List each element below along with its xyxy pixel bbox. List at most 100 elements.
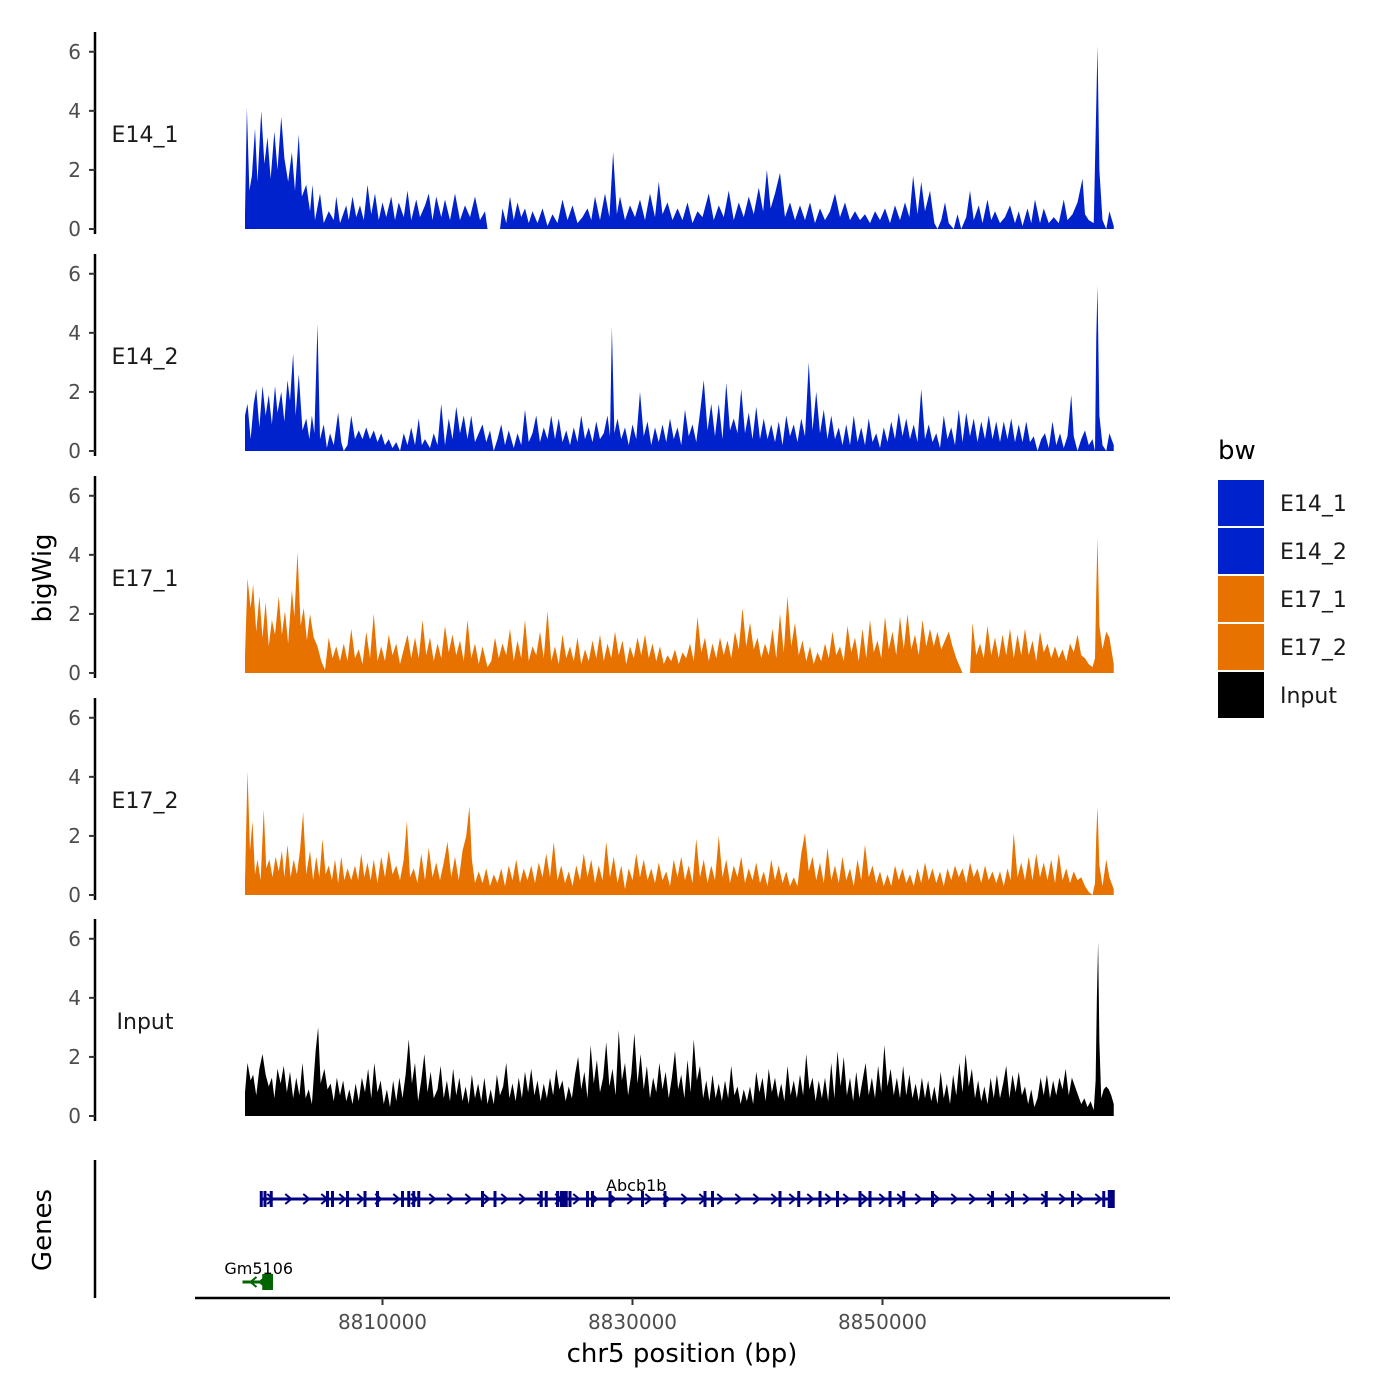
strand-arrow: [914, 1193, 923, 1205]
strand-arrow: [356, 1193, 365, 1205]
x-ticks: 8810000 8830000 8850000: [338, 1298, 927, 1334]
genes-axis-title: Genes: [28, 1189, 58, 1271]
x-axis: 8810000 8830000 8850000 chr5 position (bp): [195, 1296, 1170, 1369]
x-tick-label: 8810000: [338, 1310, 427, 1334]
track-label: E14_1: [112, 123, 179, 148]
strand-arrow: [536, 1193, 545, 1205]
x-tick-label: 8830000: [588, 1310, 677, 1334]
gene-label: Gm5106: [224, 1259, 293, 1278]
exon: [412, 1191, 416, 1207]
track-E17_1: 0 2 4 6 E17_1: [68, 476, 1114, 685]
y-tick-label: 2: [68, 824, 81, 848]
exon: [544, 1191, 548, 1207]
exon: [417, 1191, 421, 1207]
exon: [331, 1191, 334, 1207]
strand-arrow: [824, 1193, 833, 1205]
strand-arrow: [1094, 1193, 1103, 1205]
strand-arrow: [770, 1193, 779, 1205]
strand-arrow: [518, 1193, 527, 1205]
exon: [1102, 1191, 1106, 1207]
gene-label: Abcb1b: [606, 1176, 666, 1195]
signal-area-E17_2: [245, 770, 1114, 895]
track-E14_2: 0 2 4 6 E14_2: [68, 254, 1114, 463]
gene-Abcb1b: Abcb1b: [259, 1176, 1115, 1208]
strand-arrow: [878, 1193, 887, 1205]
strand-arrow: [716, 1193, 725, 1205]
legend-swatch: [1218, 672, 1264, 718]
y-tick-label: 6: [68, 484, 81, 508]
gene-Gm5106: Gm5106: [224, 1259, 293, 1290]
exon: [778, 1191, 782, 1207]
strand-arrow: [1022, 1193, 1031, 1205]
exon: [493, 1191, 497, 1207]
y-tick-label: 4: [68, 99, 81, 123]
signal-area-E14_1: [245, 45, 1114, 229]
legend-label: Input: [1280, 684, 1337, 709]
y-tick-label: 0: [68, 661, 81, 685]
strand-arrow: [482, 1193, 491, 1205]
strand-arrow: [860, 1193, 869, 1205]
legend-label: E14_1: [1280, 492, 1347, 517]
exon: [346, 1191, 349, 1207]
x-axis-title: chr5 position (bp): [567, 1339, 798, 1369]
y-tick-label: 4: [68, 986, 81, 1010]
exon: [858, 1191, 862, 1207]
legend-items: E14_1 E14_2 E17_1 E17_2 Input: [1218, 480, 1347, 718]
exon: [326, 1191, 329, 1207]
exon: [711, 1191, 714, 1207]
strand-arrow: [1058, 1193, 1067, 1205]
strand-arrow: [428, 1193, 437, 1205]
legend-swatch: [1218, 480, 1264, 526]
exon: [608, 1191, 612, 1207]
y-tick-label: 2: [68, 602, 81, 626]
signal-area-Input: [245, 941, 1114, 1116]
y-tick-label: 6: [68, 706, 81, 730]
exon: [269, 1191, 273, 1207]
exon: [1044, 1191, 1048, 1207]
strand-arrow: [392, 1193, 401, 1205]
exon: [556, 1191, 559, 1207]
strand-arrow: [446, 1193, 455, 1205]
track-panels: 0 2 4 6 E14_1 0 2 4 6 E14_2 0 2 4 6 E17_1 0 2 4 6 E17_2 0 2 4 6…: [68, 32, 1114, 1128]
exon: [902, 1191, 906, 1207]
exon: [481, 1191, 484, 1207]
exon: [818, 1191, 822, 1207]
track-E17_2: 0 2 4 6 E17_2: [68, 698, 1114, 907]
legend-label: E17_1: [1280, 588, 1347, 613]
signal-area-E17_1: [245, 537, 1114, 673]
track-label: E17_1: [112, 567, 179, 592]
legend-swatch: [1218, 528, 1264, 574]
y-tick-label: 0: [68, 1104, 81, 1128]
exon: [1107, 1190, 1115, 1208]
exon: [265, 1274, 273, 1290]
legend-label: E17_2: [1280, 636, 1347, 661]
exon: [931, 1191, 934, 1207]
exon: [262, 1274, 266, 1290]
genes-panel: Genes Abcb1b Gm5106: [28, 1160, 1115, 1298]
exon: [407, 1191, 411, 1207]
y-tick-label: 6: [68, 927, 81, 951]
exon: [259, 1191, 263, 1207]
strand-arrow: [968, 1193, 977, 1205]
strand-arrow: [680, 1193, 689, 1205]
y-tick-label: 2: [68, 380, 81, 404]
track-label: E17_2: [112, 789, 179, 814]
y-tick-label: 0: [68, 439, 81, 463]
exon: [868, 1191, 872, 1207]
legend-swatch: [1218, 576, 1264, 622]
legend-title: bw: [1218, 436, 1256, 466]
strand-arrow: [644, 1193, 653, 1205]
y-tick-label: 4: [68, 765, 81, 789]
gene-models: Abcb1b Gm5106: [224, 1176, 1115, 1290]
exon: [363, 1191, 367, 1207]
y-tick-label: 0: [68, 883, 81, 907]
y-tick-label: 2: [68, 1045, 81, 1069]
strand-arrow: [302, 1193, 311, 1205]
y-tick-label: 4: [68, 321, 81, 345]
track-E14_1: 0 2 4 6 E14_1: [68, 32, 1114, 241]
strand-arrow: [626, 1193, 635, 1205]
strand-arrow: [248, 1276, 258, 1288]
exon: [568, 1191, 572, 1207]
strand-arrow: [788, 1193, 797, 1205]
